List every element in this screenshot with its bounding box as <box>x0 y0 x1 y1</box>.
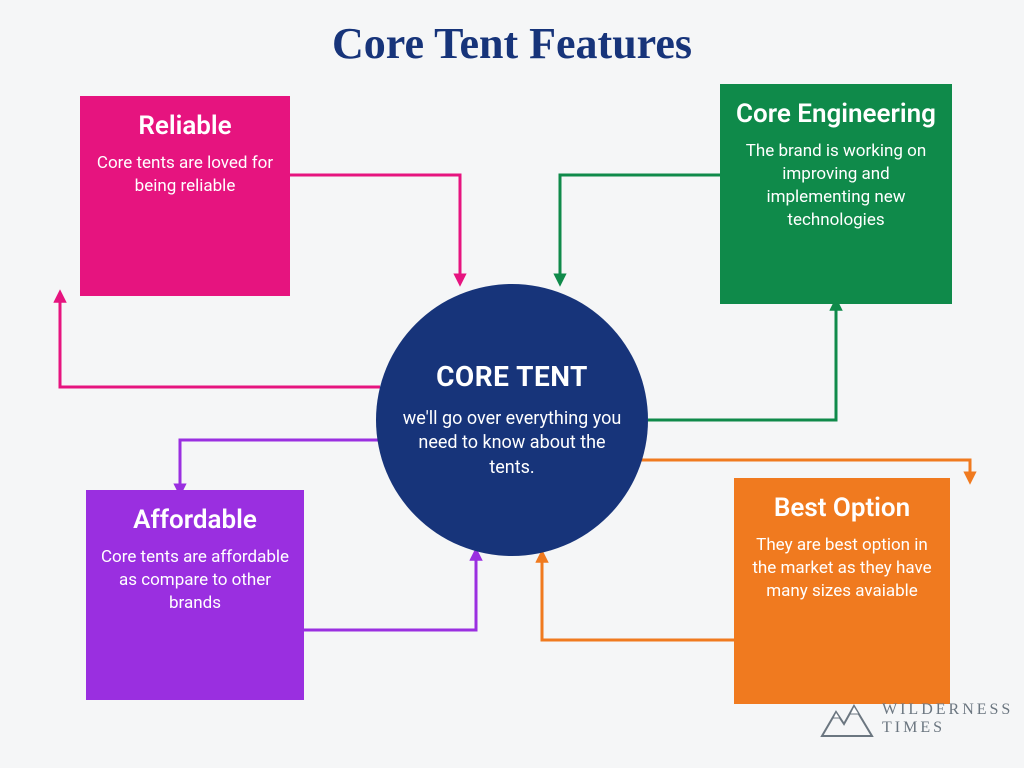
mountain-icon <box>820 700 874 738</box>
card-best-option: Best Option They are best option in the … <box>734 478 950 704</box>
card-eng-desc: The brand is working on improving and im… <box>734 140 938 232</box>
center-desc: we'll go over everything you need to kno… <box>394 407 630 480</box>
page-title: Core Tent Features <box>0 18 1024 69</box>
card-affordable: Affordable Core tents are affordable as … <box>86 490 304 700</box>
center-title: CORE TENT <box>436 360 588 393</box>
card-reliable: Reliable Core tents are loved for being … <box>80 96 290 296</box>
card-best-desc: They are best option in the market as th… <box>748 534 936 603</box>
card-affordable-title: Affordable <box>133 506 257 536</box>
card-affordable-desc: Core tents are affordable as compare to … <box>100 546 290 615</box>
brand-text: WILDERNESS TIMES <box>882 701 1013 736</box>
card-eng-title: Core Engineering <box>736 100 936 130</box>
brand-logo: WILDERNESS TIMES <box>820 700 1013 738</box>
infographic-canvas: Core Tent Features CORE TENT we'll go ov… <box>0 0 1024 768</box>
brand-line1: WILDERNESS <box>882 701 1013 719</box>
card-reliable-title: Reliable <box>138 112 231 142</box>
center-node: CORE TENT we'll go over everything you n… <box>376 284 648 556</box>
card-best-title: Best Option <box>774 494 910 524</box>
card-reliable-desc: Core tents are loved for being reliable <box>94 152 276 198</box>
brand-line2: TIMES <box>882 719 1013 737</box>
card-core-engineering: Core Engineering The brand is working on… <box>720 84 952 304</box>
